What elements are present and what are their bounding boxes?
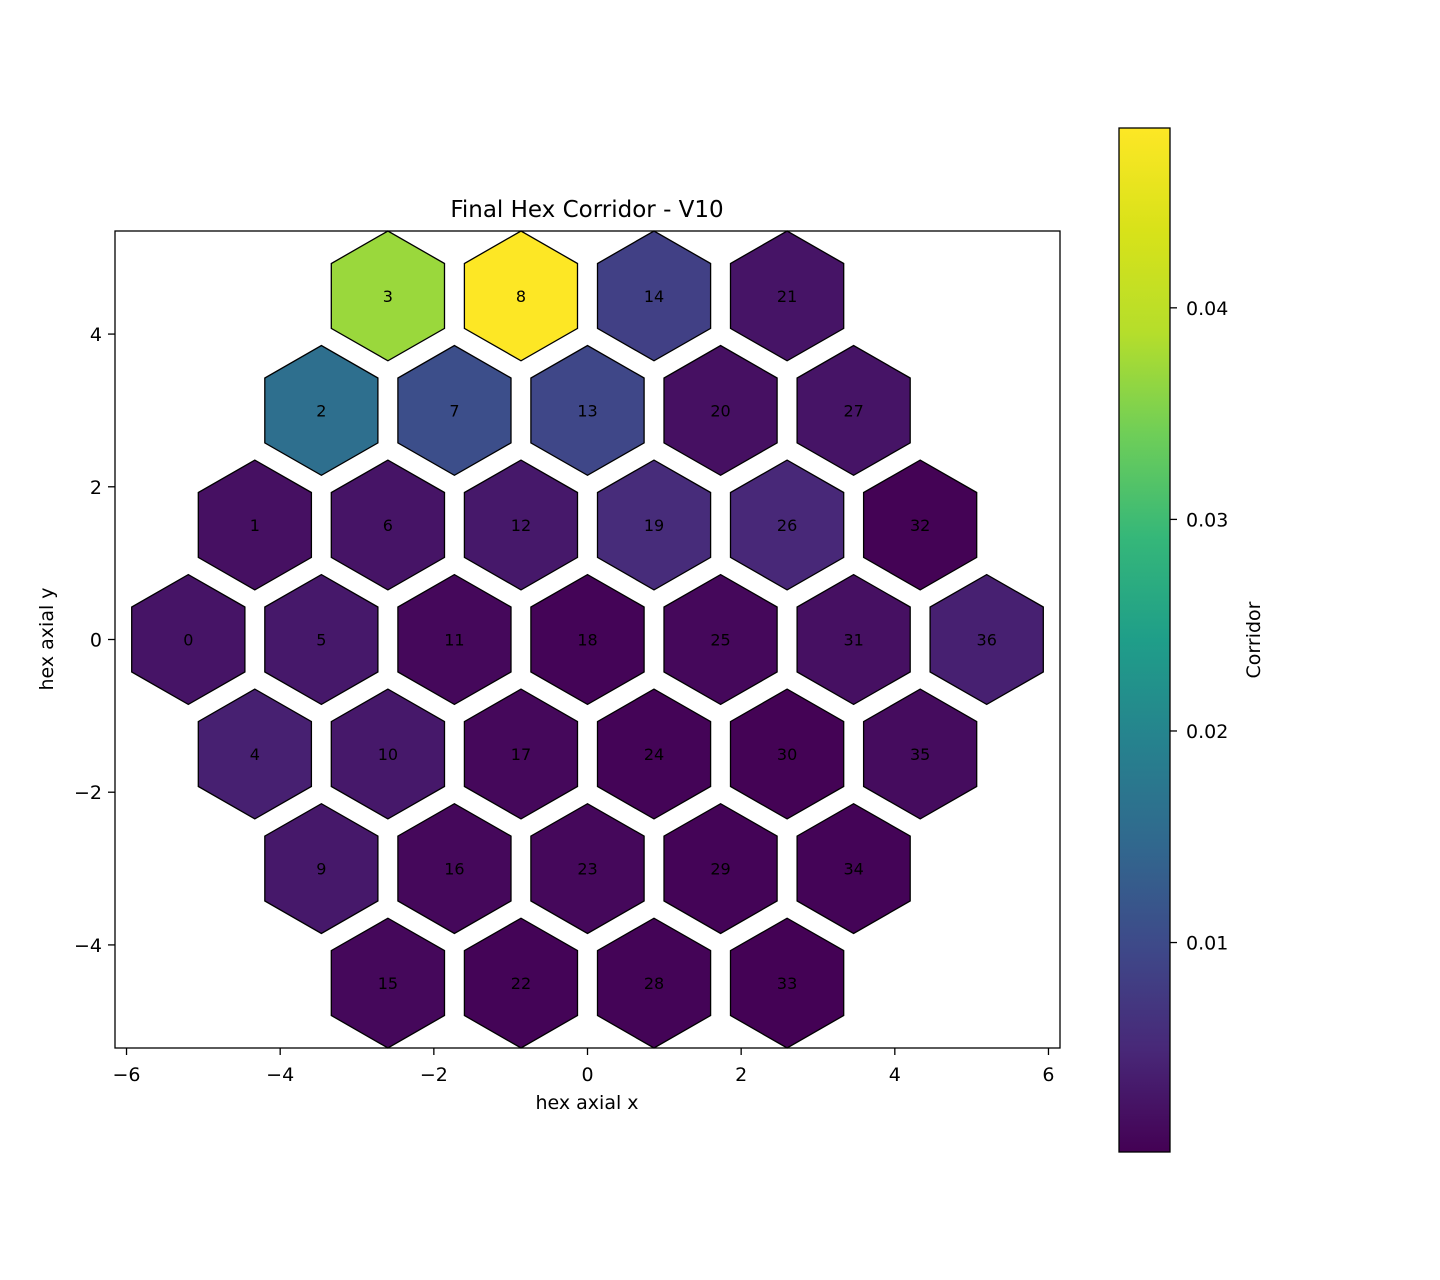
hex-cell-4 [197, 688, 313, 820]
hex-label-36: 36 [977, 631, 997, 650]
hex-label-32: 32 [910, 516, 930, 535]
hex-label-0: 0 [183, 631, 193, 650]
hex-cell-16 [397, 802, 512, 935]
hex-cell-15 [330, 917, 446, 1049]
hex-cell-10 [330, 688, 446, 820]
hex-label-5: 5 [316, 631, 326, 650]
hex-cell-24 [596, 688, 712, 820]
x-tick-label: −6 [113, 1064, 141, 1086]
x-tick-label: 2 [735, 1064, 747, 1086]
hex-label-15: 15 [378, 974, 398, 993]
hex-label-24: 24 [644, 745, 664, 764]
hex-cell-5 [264, 573, 379, 706]
hex-label-11: 11 [444, 631, 464, 650]
x-tick-label: 4 [889, 1064, 901, 1086]
hex-label-25: 25 [710, 631, 730, 650]
hex-cell-18 [530, 573, 645, 706]
hex-label-19: 19 [644, 516, 664, 535]
hex-label-2: 2 [316, 401, 326, 420]
hex-cell-6 [330, 459, 446, 591]
hex-label-26: 26 [777, 516, 797, 535]
hex-label-12: 12 [511, 516, 531, 535]
hex-cell-1 [197, 459, 313, 591]
x-tick-label: −2 [420, 1064, 448, 1086]
hex-label-7: 7 [449, 401, 459, 420]
hex-label-8: 8 [516, 287, 526, 306]
colorbar-label: Corridor [1243, 601, 1265, 678]
hex-label-35: 35 [910, 745, 930, 764]
hex-cell-11 [397, 573, 512, 706]
hex-label-13: 13 [577, 401, 597, 420]
hex-cell-23 [530, 802, 645, 935]
colorbar-tick-label: 0.01 [1186, 933, 1228, 955]
chart-title: Final Hex Corridor - V10 [450, 197, 723, 223]
hex-cell-17 [463, 688, 579, 820]
hex-label-17: 17 [511, 745, 531, 764]
hex-cell-33 [729, 917, 845, 1049]
hex-label-10: 10 [378, 745, 398, 764]
hex-cell-0 [131, 573, 246, 706]
hex-label-20: 20 [710, 401, 730, 420]
hex-cell-22 [463, 917, 579, 1049]
hex-label-6: 6 [383, 516, 393, 535]
hex-cell-13 [530, 344, 645, 477]
hex-label-31: 31 [843, 631, 863, 650]
hex-cell-9 [264, 802, 379, 935]
colorbar-tick-label: 0.02 [1186, 721, 1228, 743]
hex-label-30: 30 [777, 745, 797, 764]
hex-label-18: 18 [577, 631, 597, 650]
hex-cells: 0123456789101112131415161718192021222324… [131, 230, 1044, 1049]
y-tick-label: −2 [74, 782, 102, 804]
hex-label-22: 22 [511, 974, 531, 993]
hex-label-9: 9 [316, 860, 326, 879]
hex-cell-36 [929, 573, 1044, 706]
colorbar-tick-label: 0.03 [1186, 509, 1228, 531]
hex-label-29: 29 [710, 860, 730, 879]
hex-cell-27 [796, 344, 911, 477]
x-tick-label: 0 [581, 1064, 593, 1086]
hex-cell-26 [729, 459, 845, 591]
y-tick-label: 0 [90, 630, 102, 652]
hex-cell-32 [862, 459, 978, 591]
hex-label-23: 23 [577, 860, 597, 879]
y-axis: −4 −2 0 2 4 [74, 324, 115, 957]
hex-label-33: 33 [777, 974, 797, 993]
hex-label-21: 21 [777, 287, 797, 306]
hex-cell-31 [796, 573, 911, 706]
hex-cell-29 [663, 802, 778, 935]
hex-label-34: 34 [843, 860, 863, 879]
hex-label-16: 16 [444, 860, 464, 879]
x-tick-label: 6 [1042, 1064, 1054, 1086]
hex-cell-7 [397, 344, 512, 477]
hex-label-28: 28 [644, 974, 664, 993]
colorbar-tick-label: 0.04 [1186, 298, 1228, 320]
hex-cell-28 [596, 917, 712, 1049]
colorbar-ticks: 0.01 0.02 0.03 0.04 [1170, 298, 1228, 955]
hex-label-27: 27 [843, 401, 863, 420]
x-axis-label: hex axial x [535, 1092, 638, 1114]
hex-cell-19 [596, 459, 712, 591]
hex-cell-20 [663, 344, 778, 477]
hex-label-1: 1 [250, 516, 260, 535]
y-tick-label: −4 [74, 935, 102, 957]
y-tick-label: 2 [90, 477, 102, 499]
hex-label-4: 4 [250, 745, 260, 764]
y-axis-label: hex axial y [36, 587, 58, 690]
hex-cell-34 [796, 802, 911, 935]
hex-label-3: 3 [383, 287, 393, 306]
hex-label-14: 14 [644, 287, 664, 306]
hex-cell-35 [862, 688, 978, 820]
y-tick-label: 4 [90, 324, 102, 346]
colorbar [1118, 127, 1171, 1153]
x-axis: −6 −4 −2 0 2 4 6 [113, 1048, 1055, 1086]
hex-cell-2 [264, 344, 379, 477]
hex-cell-12 [463, 459, 579, 591]
x-tick-label: −4 [266, 1064, 294, 1086]
hex-cell-25 [663, 573, 778, 706]
hex-cell-30 [729, 688, 845, 820]
